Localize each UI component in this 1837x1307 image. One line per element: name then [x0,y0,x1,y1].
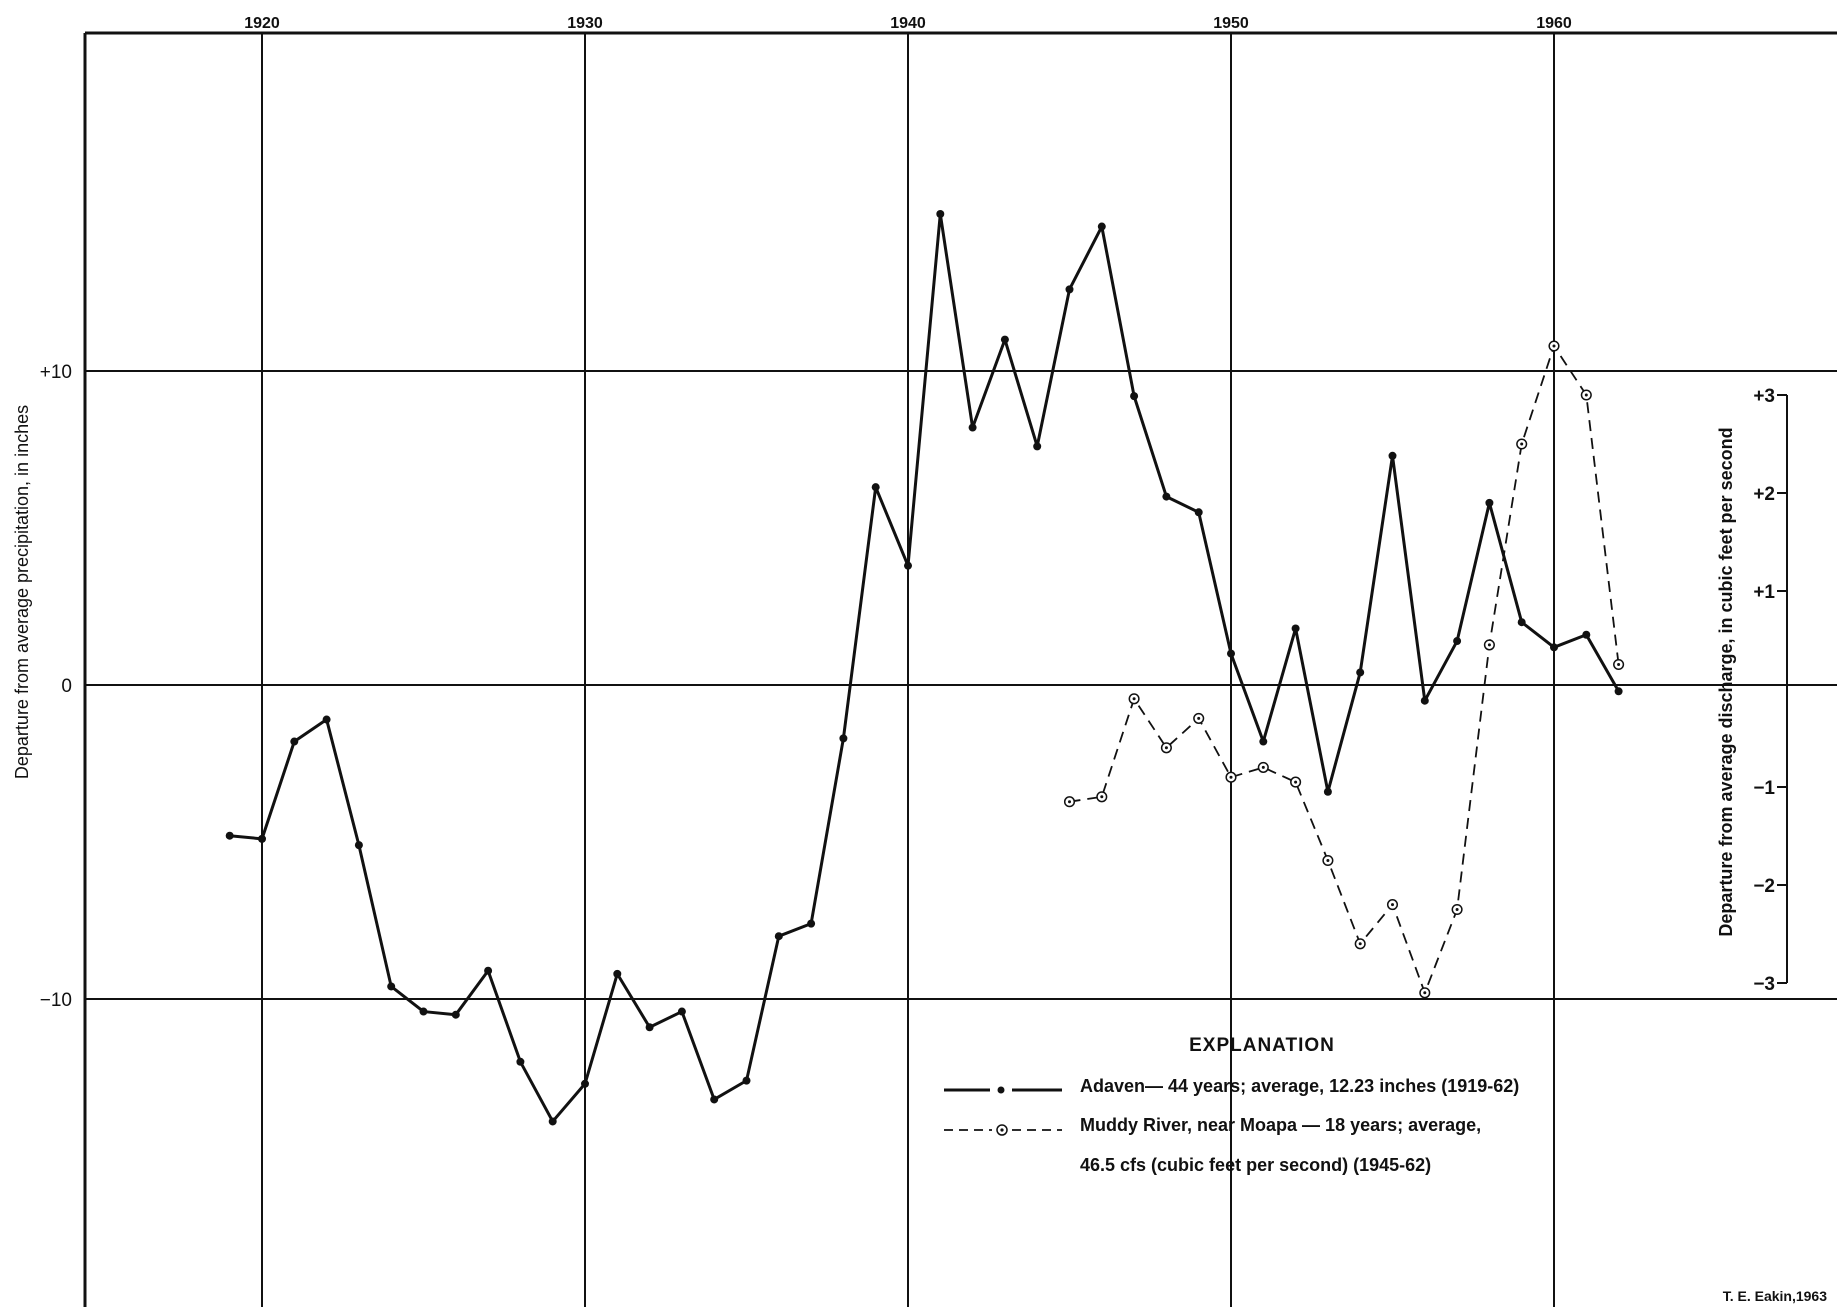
legend-entry-muddy-river-cont: 46.5 cfs (cubic feet per second) (1945-6… [1080,1155,1431,1175]
data-point-adaven-1952 [1291,624,1300,633]
data-point-adaven-1930 [581,1079,589,1088]
data-point-center-muddy-river-near-moapa-1962 [1617,663,1621,666]
data-point-adaven-1932 [645,1023,654,1032]
x-tick-label-1950: 1950 [1213,15,1249,32]
y-left-tick-label-10: +10 [40,362,72,383]
data-point-adaven-1938 [839,734,848,743]
data-point-adaven-1955 [1388,451,1397,460]
data-point-adaven-1961 [1582,630,1591,639]
data-point-adaven-1950 [1227,649,1235,658]
data-point-adaven-1924 [387,982,396,991]
data-point-center-muddy-river-near-moapa-1958 [1487,643,1491,647]
data-point-adaven-1921 [290,737,299,746]
data-point-adaven-1936 [774,932,783,941]
data-point-adaven-1942 [968,423,977,432]
series-line-muddy-river-near-moapa [1069,345,1620,994]
data-point-adaven-1925 [419,1007,428,1016]
data-point-adaven-1931 [613,969,622,978]
legend-swatch-muddy-river [944,1124,1062,1136]
data-point-adaven-1947 [1130,392,1139,401]
data-point-center-muddy-river-near-moapa-1954 [1358,942,1362,946]
y-left-tick-label--10: −10 [40,990,72,1011]
data-point-center-muddy-river-near-moapa-1947 [1132,697,1136,701]
data-point-adaven-1960 [1550,643,1558,652]
data-point-adaven-1941 [936,210,945,218]
legend: EXPLANATION Adaven— 44 years; average, 1… [944,1035,1519,1175]
x-tick-label-1920: 1920 [244,15,280,32]
data-point-adaven-1951 [1259,737,1268,746]
data-point-adaven-1926 [451,1010,460,1019]
legend-title: EXPLANATION [1189,1035,1335,1056]
data-point-center-muddy-river-near-moapa-1953 [1326,859,1330,862]
data-point-adaven-1940 [904,561,912,570]
credit-text: T. E. Eakin,1963 [1723,1288,1827,1304]
x-axis-ticks: 1920 1930 1940 1950 1960 [244,15,1572,32]
data-point-adaven-1937 [807,919,816,928]
data-point-center-muddy-river-near-moapa-1946 [1100,795,1104,799]
data-point-adaven-1928 [516,1057,525,1066]
data-point-center-muddy-river-near-moapa-1945 [1068,800,1071,804]
y-right-tick-label-1: +1 [1753,582,1775,603]
data-point-center-muddy-river-near-moapa-1957 [1455,908,1459,911]
data-point-center-muddy-river-near-moapa-1951 [1261,765,1265,769]
data-point-adaven-1953 [1323,787,1332,796]
data-point-adaven-1945 [1065,285,1074,294]
data-point-adaven-1935 [742,1076,751,1085]
data-point-adaven-1946 [1097,222,1106,231]
data-point-adaven-1959 [1517,618,1526,627]
data-point-adaven-1922 [322,715,331,724]
data-point-adaven-1933 [677,1007,686,1016]
data-point-center-muddy-river-near-moapa-1948 [1164,746,1168,750]
y-axis-left-ticks: +10 0 −10 [40,362,72,1011]
data-point-adaven-1949 [1194,508,1203,517]
legend-entry-adaven: Adaven— 44 years; average, 12.23 inches … [1080,1076,1519,1096]
y-right-tick-label--1: −1 [1753,778,1775,799]
data-point-adaven-1957 [1453,637,1462,646]
y-right-tick-label-3: +3 [1753,386,1775,407]
legend-swatch-adaven [944,1086,1062,1094]
data-point-center-muddy-river-near-moapa-1950 [1229,775,1233,779]
series-layer [225,210,1625,1126]
x-tick-label-1940: 1940 [890,15,926,32]
plot-frame [83,31,1837,1307]
data-point-center-muddy-river-near-moapa-1956 [1423,991,1427,995]
y-left-tick-label-0: 0 [61,676,72,697]
data-point-adaven-1958 [1485,498,1494,507]
data-point-center-muddy-river-near-moapa-1959 [1520,442,1524,446]
series-line-adaven [229,212,1620,1123]
data-point-adaven-1919 [225,831,234,840]
y-right-tick-label--3: −3 [1753,974,1775,995]
data-point-adaven-1929 [548,1117,557,1126]
y-axis-left-label: Departure from average precipitation, in… [12,405,32,779]
data-point-adaven-1956 [1420,696,1429,705]
data-point-center-muddy-river-near-moapa-1961 [1584,393,1588,397]
data-point-center-muddy-river-near-moapa-1949 [1197,716,1201,720]
data-point-adaven-1923 [354,841,363,850]
x-tick-label-1960: 1960 [1536,15,1572,32]
data-point-center-muddy-river-near-moapa-1955 [1391,903,1394,907]
secondary-axis: +3 +2 +1 −1 −2 −3 [1753,386,1788,995]
data-point-center-muddy-river-near-moapa-1960 [1552,344,1556,348]
data-point-adaven-1954 [1356,668,1365,677]
data-point-adaven-1934 [710,1095,719,1104]
legend-entry-muddy-river: Muddy River, near Moapa — 18 years; aver… [1080,1115,1481,1135]
data-point-adaven-1948 [1162,492,1171,501]
data-point-adaven-1944 [1033,442,1042,451]
data-point-adaven-1943 [1000,335,1009,344]
grid-layer [85,33,1837,1307]
data-point-adaven-1939 [871,483,880,492]
data-point-center-muddy-river-near-moapa-1952 [1294,780,1298,784]
y-right-tick-label--2: −2 [1753,876,1775,897]
y-right-tick-label-2: +2 [1753,484,1775,505]
x-tick-label-1930: 1930 [567,15,603,32]
y-axis-right-label: Departure from average discharge, in cub… [1716,427,1736,936]
data-point-adaven-1920 [258,834,266,843]
data-point-adaven-1927 [484,966,493,975]
data-point-adaven-1962 [1614,687,1623,696]
